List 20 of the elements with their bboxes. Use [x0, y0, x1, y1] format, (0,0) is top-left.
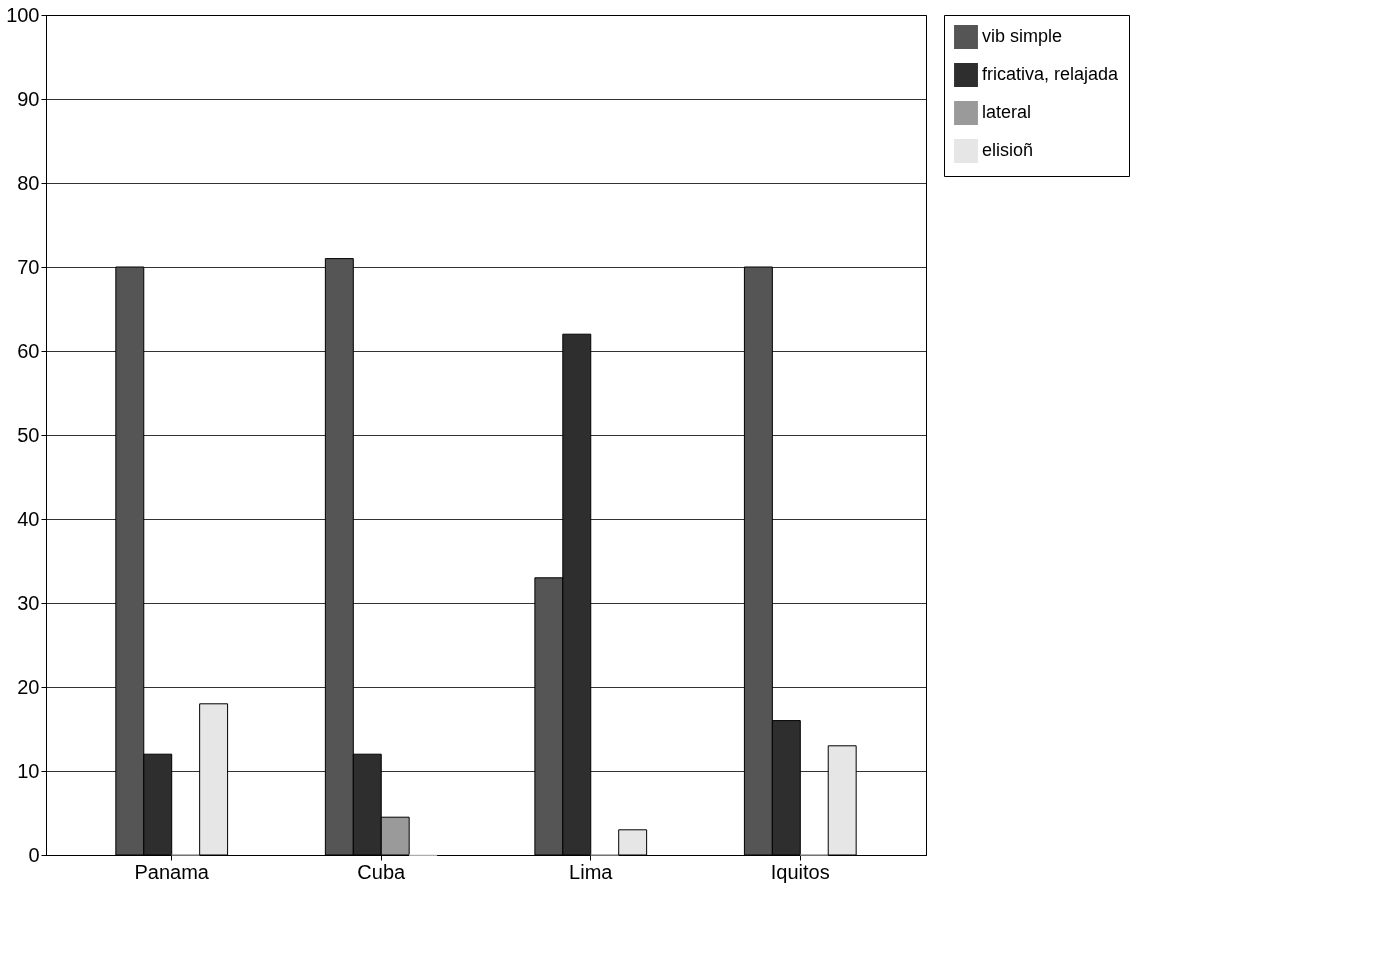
y-tick-label: 50: [17, 423, 40, 446]
legend-label: lateral: [982, 102, 1032, 122]
x-tick-label: Iquitos: [770, 860, 830, 883]
y-tick-label: 40: [17, 507, 40, 530]
legend-label: vib simple: [982, 26, 1063, 46]
legend-label: fricativa, relajada: [982, 64, 1120, 84]
y-tick-label: 100: [6, 3, 40, 26]
y-tick-label: 20: [17, 675, 40, 698]
y-tick-label: 60: [17, 339, 40, 362]
x-tick-label: Lima: [569, 860, 614, 883]
x-tick-label: Panama: [134, 860, 210, 883]
y-tick-label: 80: [17, 171, 40, 194]
legend-label: elisioñ: [982, 140, 1034, 160]
bar: [618, 829, 648, 856]
y-tick-label: 10: [17, 759, 40, 782]
y-tick-label: 70: [17, 255, 40, 278]
y-tick-label: 0: [28, 843, 40, 866]
x-tick-label: Cuba: [357, 860, 407, 883]
y-tick-label: 30: [17, 591, 40, 614]
y-tick-label: 90: [17, 87, 40, 110]
